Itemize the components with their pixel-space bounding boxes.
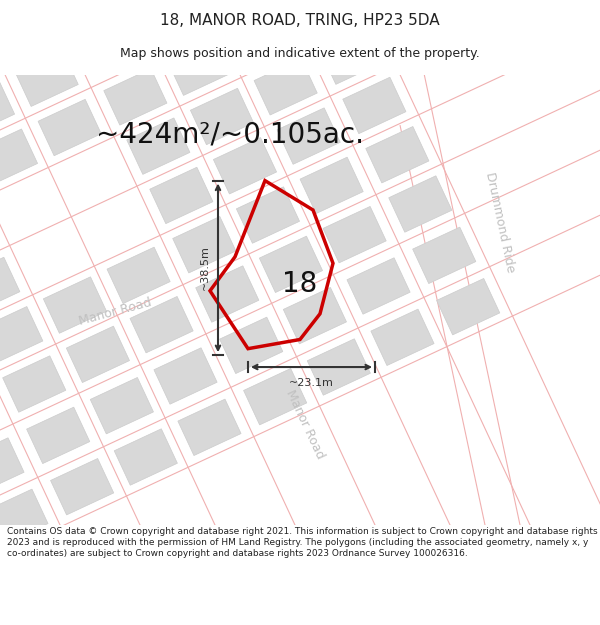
Polygon shape [26, 407, 90, 464]
Polygon shape [343, 78, 406, 134]
Polygon shape [0, 129, 38, 186]
Polygon shape [389, 176, 452, 232]
Polygon shape [0, 258, 20, 314]
Polygon shape [236, 187, 299, 243]
Polygon shape [173, 216, 236, 273]
Polygon shape [2, 356, 66, 412]
Polygon shape [178, 399, 241, 456]
Polygon shape [371, 309, 434, 366]
Polygon shape [320, 28, 383, 84]
Polygon shape [67, 326, 130, 382]
Polygon shape [167, 39, 230, 96]
Polygon shape [0, 306, 43, 363]
Text: ~38.5m: ~38.5m [200, 246, 210, 290]
Polygon shape [130, 296, 193, 353]
Polygon shape [0, 489, 48, 546]
Text: Manor Road: Manor Road [283, 388, 326, 461]
Polygon shape [114, 429, 178, 485]
Text: Drummond Ride: Drummond Ride [483, 171, 517, 273]
Polygon shape [214, 138, 277, 194]
Polygon shape [150, 168, 213, 224]
Polygon shape [366, 126, 429, 183]
Polygon shape [90, 378, 154, 434]
Polygon shape [244, 369, 307, 425]
Polygon shape [190, 88, 254, 144]
Polygon shape [196, 266, 259, 322]
Polygon shape [127, 118, 190, 174]
Polygon shape [259, 236, 323, 292]
Polygon shape [300, 157, 363, 214]
Polygon shape [38, 99, 101, 156]
Text: Map shows position and indicative extent of the property.: Map shows position and indicative extent… [120, 47, 480, 59]
Text: 18: 18 [283, 271, 317, 298]
Polygon shape [220, 317, 283, 374]
Polygon shape [277, 108, 340, 164]
Text: 18, MANOR ROAD, TRING, HP23 5DA: 18, MANOR ROAD, TRING, HP23 5DA [160, 13, 440, 28]
Polygon shape [107, 247, 170, 304]
Polygon shape [347, 258, 410, 314]
Polygon shape [323, 206, 386, 263]
Polygon shape [413, 227, 476, 284]
Polygon shape [154, 348, 217, 404]
Polygon shape [50, 459, 114, 515]
Text: ~424m²/~0.105ac.: ~424m²/~0.105ac. [96, 121, 364, 149]
Text: Contains OS data © Crown copyright and database right 2021. This information is : Contains OS data © Crown copyright and d… [7, 527, 598, 558]
Polygon shape [43, 277, 107, 333]
Polygon shape [15, 50, 78, 106]
Polygon shape [307, 339, 370, 395]
Polygon shape [0, 438, 24, 494]
Text: Manor Road: Manor Road [77, 296, 153, 328]
Polygon shape [0, 80, 14, 136]
Polygon shape [283, 288, 346, 344]
Polygon shape [254, 59, 317, 115]
Polygon shape [104, 69, 167, 125]
Polygon shape [437, 279, 500, 335]
Text: ~23.1m: ~23.1m [289, 378, 334, 388]
